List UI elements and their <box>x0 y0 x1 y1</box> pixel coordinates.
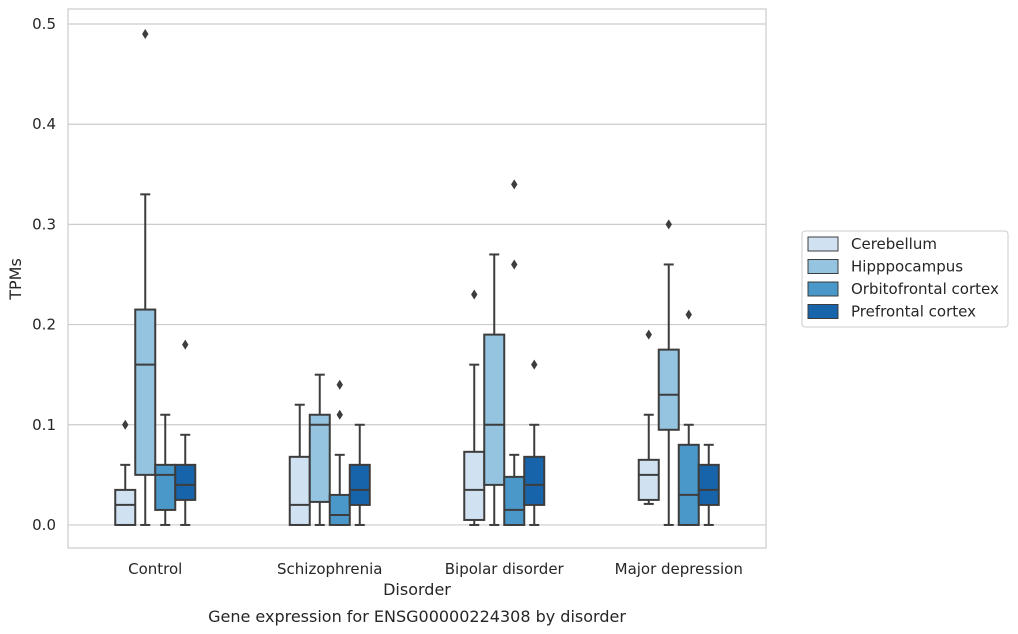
box-0-0 <box>114 419 137 526</box>
y-tick-label: 0.3 <box>32 215 56 233</box>
box-body <box>154 463 177 511</box>
box-body <box>637 458 660 501</box>
outlier-point <box>645 329 652 340</box>
box-2-1 <box>328 379 351 526</box>
box-1-3 <box>657 219 680 526</box>
box-0-1 <box>288 403 311 526</box>
box-body <box>174 463 197 501</box>
y-tick-label: 0.0 <box>32 516 56 534</box>
box-body <box>657 348 680 431</box>
outlier-point <box>511 259 518 270</box>
box-body <box>348 463 371 506</box>
x-tick-label: Major depression <box>615 560 743 578</box>
box-2-0 <box>154 413 177 526</box>
legend-label: Hipppocampus <box>851 258 963 276</box>
outlier-point <box>336 409 343 420</box>
legend-label: Prefrontal cortex <box>851 303 976 321</box>
box-0-2 <box>463 289 486 526</box>
box-3-0 <box>174 339 197 526</box>
y-axis-ticks: 0.0 0.1 0.2 0.3 0.4 0.5 <box>32 15 56 534</box>
y-axis-label: TPMs <box>6 258 25 301</box>
legend-label: Orbitofrontal cortex <box>851 280 999 298</box>
box-2-3 <box>677 309 700 526</box>
plot-marks <box>114 29 720 526</box>
grid-lines <box>68 23 766 526</box>
box-2-2 <box>503 179 526 526</box>
box-3-1 <box>348 423 371 526</box>
x-axis-label: Disorder <box>383 580 451 599</box>
box-0-3 <box>637 329 660 505</box>
legend-swatch <box>807 259 839 274</box>
box-body <box>463 450 486 521</box>
box-body <box>483 333 506 486</box>
box-body <box>114 488 137 526</box>
outlier-point <box>336 379 343 390</box>
legend: Cerebellum Hipppocampus Orbitofrontal cort… <box>801 230 1009 328</box>
outlier-point <box>511 179 518 190</box>
x-axis-ticks: Control Schizophrenia Bipolar disorder Majo… <box>128 560 743 578</box>
y-tick-label: 0.5 <box>32 15 56 33</box>
outlier-point <box>471 289 478 300</box>
chart-caption: Gene expression for ENSG00000224308 by d… <box>208 607 626 626</box>
box-3-2 <box>523 359 546 526</box>
box-1-1 <box>308 373 331 526</box>
outlier-point <box>665 219 672 230</box>
box-body <box>134 308 157 476</box>
outlier-point <box>142 29 149 40</box>
box-body <box>697 463 720 506</box>
box-body <box>288 455 311 526</box>
box-body <box>677 443 700 526</box>
box-3-3 <box>697 443 720 526</box>
legend-label: Cerebellum <box>851 235 937 253</box>
outlier-point <box>685 309 692 320</box>
legend-swatch <box>807 304 839 319</box>
y-tick-label: 0.1 <box>32 416 56 434</box>
x-tick-label: Control <box>128 560 182 578</box>
y-tick-label: 0.4 <box>32 115 56 133</box>
box-body <box>328 493 351 526</box>
legend-swatch <box>807 281 839 297</box>
plot-frame <box>67 8 767 549</box>
y-tick-label: 0.2 <box>32 316 56 334</box>
x-tick-label: Schizophrenia <box>277 560 382 578</box>
legend-frame <box>801 230 1009 328</box>
legend-swatch <box>807 236 839 252</box>
box-1-0 <box>134 29 157 526</box>
x-tick-label: Bipolar disorder <box>445 560 565 578</box>
outlier-point <box>182 339 189 350</box>
outlier-point <box>122 419 129 430</box>
box-body <box>523 455 546 506</box>
box-body <box>308 413 331 503</box>
outlier-point <box>531 359 538 370</box>
box-body <box>503 475 526 526</box>
box-1-2 <box>483 253 506 526</box>
